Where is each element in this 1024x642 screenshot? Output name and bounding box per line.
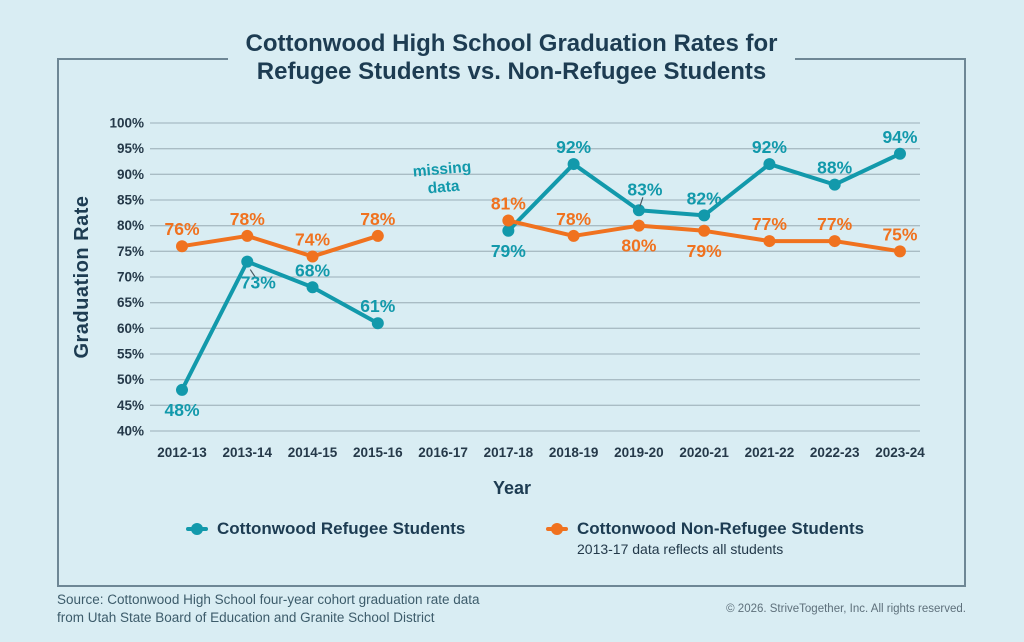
source-note: Source: Cottonwood High School four-year… [57, 591, 480, 626]
x-tick-label: 2013-14 [222, 445, 272, 460]
copyright-text: © 2026. StriveTogether, Inc. All rights … [726, 603, 966, 615]
x-tick-label: 2015-16 [353, 445, 403, 460]
data-label: 82% [687, 188, 722, 208]
series-line [180, 259, 380, 392]
data-point [306, 281, 319, 294]
y-tick-label: 80% [117, 218, 144, 233]
data-label: 78% [360, 209, 395, 229]
y-tick-label: 85% [117, 193, 144, 208]
data-point [502, 214, 515, 227]
data-point [828, 178, 841, 191]
data-label: 88% [817, 158, 852, 178]
y-tick-label: 65% [117, 295, 144, 310]
x-tick-label: 2022-23 [810, 445, 860, 460]
data-label: 92% [556, 137, 591, 157]
series-line [180, 233, 380, 259]
x-tick-label: 2014-15 [288, 445, 338, 460]
non-refugee-series-marker-icon [546, 523, 568, 535]
y-tick-label: 40% [117, 424, 144, 439]
legend-item-non-refugee-students: Cottonwood Non-Refugee Students [546, 519, 864, 539]
source-note-line1: Source: Cottonwood High School four-year… [57, 592, 480, 607]
data-label: 80% [621, 236, 656, 256]
data-label: 92% [752, 137, 787, 157]
data-label: 77% [752, 214, 787, 234]
x-tick-label: 2016-17 [418, 445, 468, 460]
x-tick-label: 2020-21 [679, 445, 729, 460]
missing-data-annotation: missing [412, 159, 472, 181]
data-label: 81% [491, 194, 526, 214]
chart-title-line1: Cottonwood High School Graduation Rates … [245, 30, 778, 57]
data-label: 78% [230, 209, 265, 229]
data-point [241, 229, 254, 242]
data-point [698, 224, 711, 237]
data-label: 75% [882, 224, 917, 244]
data-label: 68% [295, 260, 330, 280]
y-tick-label: 45% [117, 398, 144, 413]
data-point [502, 224, 515, 237]
data-point [176, 383, 188, 396]
data-point [306, 250, 319, 263]
chart-title: Cottonwood High School Graduation Rates … [227, 30, 796, 86]
data-point [371, 229, 384, 242]
y-axis-title: Graduation Rate [71, 195, 93, 358]
label-leader-line [249, 269, 257, 279]
legend-label-non-refugee: Cottonwood Non-Refugee Students [577, 519, 865, 538]
data-label: 77% [817, 214, 852, 234]
y-tick-label: 60% [117, 321, 144, 336]
data-label: 73% [241, 273, 276, 293]
data-label: 79% [687, 241, 722, 261]
missing-data-annotation: data [427, 178, 461, 198]
data-point [632, 219, 645, 232]
x-tick-label: 2012-13 [157, 445, 207, 460]
data-point [567, 158, 580, 171]
x-tick-label: 2019-20 [614, 445, 664, 460]
data-point [176, 240, 188, 253]
y-tick-label: 75% [117, 244, 144, 259]
data-label: 94% [882, 127, 917, 147]
label-leader-line [639, 197, 644, 207]
legend-label-refugee: Cottonwood Refugee Students [217, 519, 466, 538]
data-point [893, 147, 906, 160]
legend-item-refugee-students: Cottonwood Refugee Students [186, 519, 465, 539]
chart-frame: Cottonwood High School Graduation Rates … [57, 30, 966, 587]
y-tick-label: 55% [117, 347, 144, 362]
data-point [893, 245, 906, 258]
x-tick-label: 2017-18 [484, 445, 534, 460]
data-point [828, 235, 841, 248]
data-label: 61% [360, 296, 395, 316]
data-point [567, 229, 580, 242]
data-label: 83% [627, 179, 662, 199]
data-point [632, 204, 645, 217]
data-point [371, 317, 384, 330]
y-tick-label: 50% [117, 372, 144, 387]
source-note-line2: from Utah State Board of Education and G… [57, 609, 435, 625]
y-tick-label: 90% [117, 167, 144, 182]
data-point [241, 255, 254, 268]
x-tick-label: 2018-19 [549, 445, 599, 460]
y-tick-label: 70% [117, 270, 144, 285]
data-label: 76% [164, 219, 199, 239]
legend-note: 2013-17 data reflects all students [577, 541, 784, 557]
data-point [763, 235, 776, 248]
x-tick-label: 2023-24 [875, 445, 925, 460]
data-point [763, 158, 776, 171]
chart-title-line2: Refugee Students vs. Non-Refugee Student… [256, 58, 767, 85]
x-tick-label: 2021-22 [745, 445, 795, 460]
y-tick-label: 95% [117, 141, 144, 156]
y-tick-label: 100% [109, 116, 144, 131]
refugee-series-marker-icon [186, 523, 208, 535]
data-label: 48% [164, 400, 199, 420]
data-label: 74% [295, 229, 330, 249]
x-axis-title: Year [493, 478, 531, 498]
data-point [698, 209, 711, 222]
data-label: 79% [491, 241, 526, 261]
data-label: 78% [556, 209, 591, 229]
